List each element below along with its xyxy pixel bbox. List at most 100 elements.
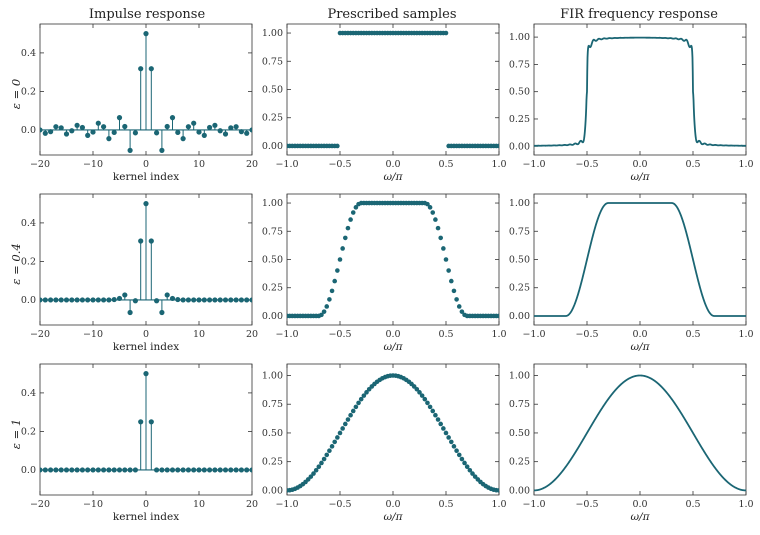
stem-marker — [111, 467, 117, 473]
sample-point — [451, 444, 457, 449]
response-line — [534, 202, 746, 317]
stem-marker — [185, 124, 191, 130]
stem-marker — [74, 297, 80, 303]
stem-marker — [74, 122, 80, 128]
stem-marker — [63, 467, 70, 473]
sample-point — [348, 412, 353, 418]
x-tick-label: 10 — [193, 159, 205, 170]
stem-marker — [106, 467, 112, 473]
stem-marker — [69, 467, 75, 473]
sample-point — [433, 217, 438, 222]
sample-point — [324, 452, 330, 458]
stem-marker — [196, 129, 202, 135]
sample-point — [496, 488, 499, 493]
stem-marker — [116, 295, 123, 302]
y-tick-label: 0.75 — [509, 59, 530, 70]
y-tick-label: 0.75 — [509, 399, 530, 410]
x-tick-label: 0 — [143, 329, 149, 340]
sample-point — [414, 386, 420, 392]
sample-point — [446, 268, 451, 273]
sample-point — [340, 246, 345, 251]
x-tick-label: −1.0 — [275, 499, 298, 510]
stem-marker — [201, 467, 207, 473]
stem-marker — [249, 127, 252, 133]
stem-marker — [143, 31, 149, 37]
panel-r0c0: −20 −10 0 10 20 0.0 0.2 0.4 kernel index — [21, 23, 258, 183]
y-tick-label: 0.4 — [21, 388, 36, 399]
sample-point — [319, 312, 324, 318]
stem-marker — [191, 120, 197, 126]
y-tick-label: 1.00 — [509, 32, 530, 43]
stem-marker — [148, 419, 154, 425]
y-tick-label: 1.00 — [262, 198, 283, 209]
stem-marker — [196, 467, 202, 473]
panel-r0c2: −1.0 −0.5 0.0 0.5 1.0 0.00 0.25 0.50 0.75 1.00 ω/π — [509, 23, 754, 183]
sample-point — [430, 210, 436, 215]
x-tick-label: −0.5 — [575, 329, 598, 340]
stem-marker — [106, 136, 112, 142]
stem-marker — [228, 297, 234, 303]
sample-point — [321, 309, 327, 314]
x-tick-label: 1.0 — [738, 159, 753, 170]
plot-area — [287, 373, 499, 493]
stem-marker — [238, 297, 244, 303]
stem-marker — [233, 297, 239, 303]
sample-point — [459, 309, 465, 314]
sample-point — [443, 257, 449, 262]
stem-marker — [217, 297, 223, 303]
sample-point — [441, 246, 446, 251]
x-tick-label: −20 — [30, 329, 50, 340]
sample-point — [430, 408, 436, 414]
stem-marker — [79, 467, 85, 473]
stem-marker — [180, 136, 186, 142]
x-tick-label: 10 — [193, 499, 205, 510]
sample-point — [335, 435, 340, 440]
stem-marker — [116, 467, 123, 473]
stem-marker — [85, 132, 91, 138]
x-tick-label: −0.5 — [328, 499, 351, 510]
sample-point — [456, 452, 462, 458]
stem-marker — [180, 297, 186, 303]
y-tick-label: 0.2 — [21, 86, 36, 97]
row-label-eps1: ε = 1 — [9, 419, 23, 449]
stem-marker — [154, 130, 160, 136]
stem-marker — [48, 467, 54, 473]
x-axis-label: ω/π — [383, 511, 403, 523]
y-tick-label: 0.50 — [262, 428, 283, 439]
stem-marker — [40, 127, 43, 133]
axes-frame — [286, 363, 500, 496]
y-tick-label: 0.75 — [262, 226, 283, 237]
axes-frame — [286, 193, 500, 326]
x-tick-label: 0 — [143, 499, 149, 510]
sample-point — [464, 464, 470, 470]
stem-marker — [122, 123, 128, 130]
panel-r2c2: −1.0 −0.5 0.0 0.5 1.0 0.00 0.25 0.50 0.75 1.00 ω/π — [509, 363, 754, 523]
stem-marker — [69, 297, 75, 303]
stem-marker — [191, 297, 197, 303]
stem-marker — [244, 130, 250, 136]
y-tick-label: 0.25 — [509, 114, 530, 125]
sample-point — [435, 225, 441, 231]
plot-area — [534, 374, 746, 492]
y-tick-label: 0.75 — [262, 56, 283, 67]
sample-point — [337, 257, 343, 262]
sample-point — [449, 439, 454, 445]
stem-marker — [222, 297, 229, 303]
stem-marker — [138, 419, 144, 425]
column-title-fir: FIR frequency response — [560, 7, 718, 22]
stem-marker — [207, 467, 213, 473]
x-tick-label: −10 — [83, 159, 103, 170]
sample-point — [462, 460, 467, 466]
response-line — [534, 36, 746, 147]
sample-point — [313, 467, 319, 473]
stem-marker — [58, 467, 64, 473]
stem-marker — [79, 124, 85, 131]
plot-area — [287, 30, 499, 149]
y-tick-label: 0.4 — [21, 48, 36, 59]
panel-r0c1: −1.0 −0.5 0.0 0.5 1.0 0.00 0.25 0.50 0.75 1.00 ω/π — [262, 23, 507, 183]
sample-point — [324, 304, 330, 309]
panel-r1c2: −1.0 −0.5 0.0 0.5 1.0 0.00 0.25 0.50 0.75 1.00 ω/π — [509, 193, 754, 353]
sample-point — [356, 400, 361, 406]
x-tick-label: 10 — [193, 329, 205, 340]
